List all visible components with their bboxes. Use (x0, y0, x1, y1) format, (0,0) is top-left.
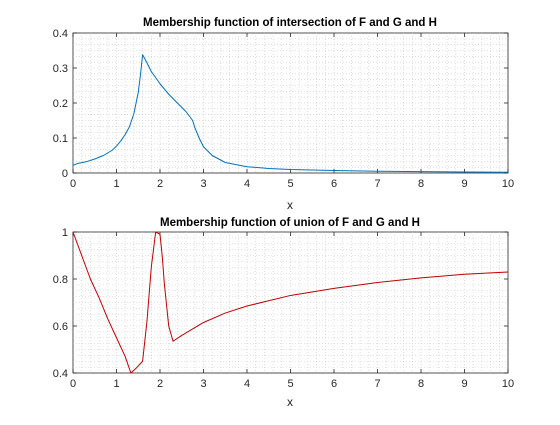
x-tick-label: 1 (113, 178, 119, 190)
x-tick-label: 9 (461, 178, 467, 190)
y-tick-label: 0.1 (53, 133, 68, 145)
chart-title: Membership function of intersection of F… (143, 17, 437, 29)
x-axis-label: x (287, 198, 293, 212)
x-tick-label: 2 (157, 178, 163, 190)
x-tick-label: 3 (200, 178, 206, 190)
x-axis-label: x (287, 395, 293, 409)
y-tick-label: 0.8 (53, 274, 68, 286)
x-tick-label: 10 (502, 178, 514, 190)
chart-title: Membership function of union of F and G … (160, 217, 420, 229)
x-tick-label: 0 (70, 378, 76, 390)
x-tick-label: 7 (374, 178, 380, 190)
x-tick-label: 8 (418, 178, 424, 190)
x-tick-label: 6 (331, 378, 337, 390)
x-tick-label: 1 (113, 378, 119, 390)
y-tick-label: 0.6 (53, 321, 68, 333)
y-tick-label: 0.3 (53, 63, 68, 75)
x-tick-label: 9 (461, 378, 467, 390)
y-tick-label: 0.4 (53, 28, 68, 40)
x-tick-label: 4 (244, 378, 250, 390)
x-tick-label: 8 (418, 378, 424, 390)
x-tick-label: 5 (287, 178, 293, 190)
y-tick-label: 0.2 (53, 98, 68, 110)
grid (73, 33, 508, 173)
y-tick-label: 1 (62, 227, 68, 239)
y-tick-label: 0.4 (53, 368, 68, 380)
x-tick-label: 4 (244, 178, 250, 190)
x-tick-label: 10 (502, 378, 514, 390)
x-tick-label: 5 (287, 378, 293, 390)
x-tick-label: 7 (374, 378, 380, 390)
x-tick-label: 6 (331, 178, 337, 190)
union-plot: Membership function of union of F and G … (53, 217, 514, 409)
x-tick-label: 3 (200, 378, 206, 390)
x-tick-label: 2 (157, 378, 163, 390)
intersection-plot: Membership function of intersection of F… (53, 17, 514, 212)
series-line (72, 231, 509, 374)
y-tick-label: 0 (62, 168, 68, 180)
x-tick-label: 0 (70, 178, 76, 190)
series-line (72, 54, 509, 173)
